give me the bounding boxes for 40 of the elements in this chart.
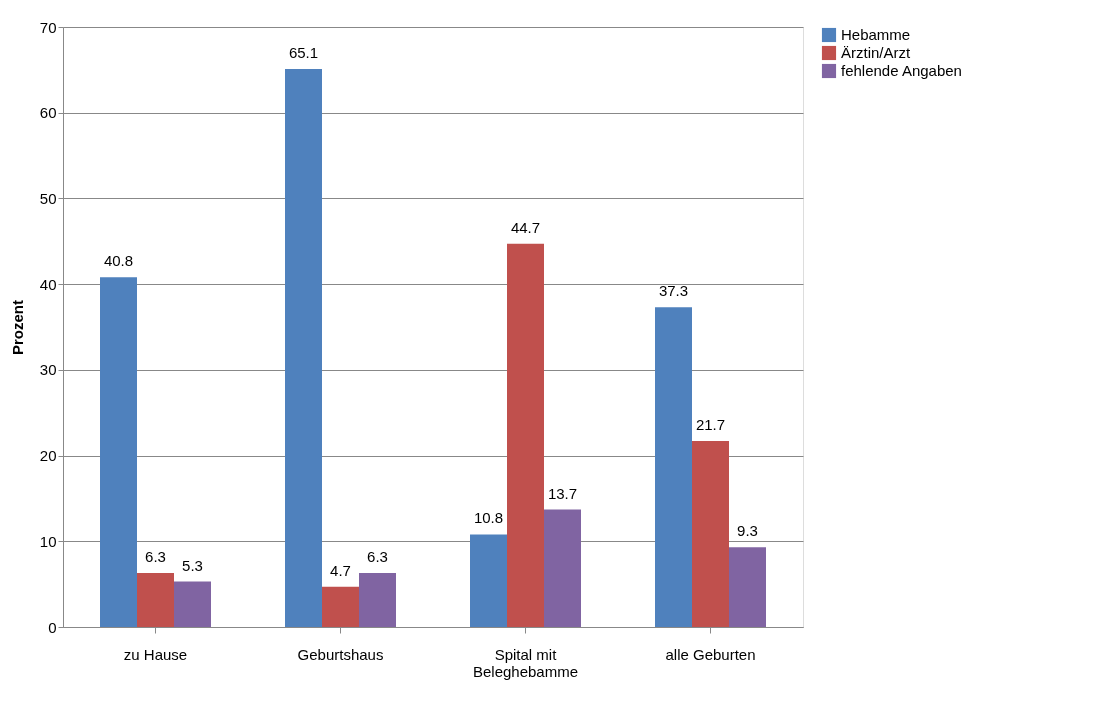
legend-label: Ärztin/Arzt (841, 44, 912, 61)
bar (285, 69, 322, 627)
data-label: 37.3 (658, 282, 689, 300)
bar (322, 586, 359, 627)
data-label: 21.7 (695, 416, 726, 433)
x-tick-label: Spital mit Beleghebamme (472, 645, 579, 680)
data-label: 4.7 (330, 561, 351, 579)
bar (544, 509, 581, 627)
y-tick-label: 30 (39, 361, 57, 379)
y-tick-label: 70 (39, 18, 57, 36)
bar (655, 307, 692, 627)
legend-label: fehlende Angaben (841, 62, 962, 79)
data-label: 9.3 (737, 522, 758, 540)
x-tick-label: zu Hause (123, 645, 188, 663)
y-axis-title: Prozent (8, 299, 26, 356)
legend-label: Hebamme (841, 26, 911, 43)
y-tick-label: 40 (39, 275, 57, 293)
y-tick-label: 10 (39, 532, 57, 550)
data-label: 44.7 (510, 218, 541, 236)
data-label: 40.8 (103, 252, 134, 270)
bar (359, 573, 396, 627)
x-tick-label: alle Geburten (665, 645, 756, 663)
data-label: 6.3 (145, 548, 166, 565)
bar (137, 573, 174, 627)
bar (729, 547, 766, 627)
data-label: 6.3 (367, 548, 388, 565)
y-tick-label: 50 (39, 189, 57, 207)
y-tick-label: 60 (39, 104, 57, 122)
x-tick-label: Geburtshaus (297, 645, 384, 663)
data-label: 10.8 (473, 509, 504, 527)
bar (470, 534, 507, 627)
bar (507, 243, 544, 627)
bar (692, 441, 729, 627)
bar (174, 581, 211, 627)
y-tick-label: 0 (48, 618, 57, 636)
bar (100, 277, 137, 627)
y-tick-label: 20 (39, 447, 57, 465)
data-label: 5.3 (182, 556, 203, 574)
data-label: 13.7 (547, 484, 578, 502)
data-label: 65.1 (288, 44, 319, 61)
